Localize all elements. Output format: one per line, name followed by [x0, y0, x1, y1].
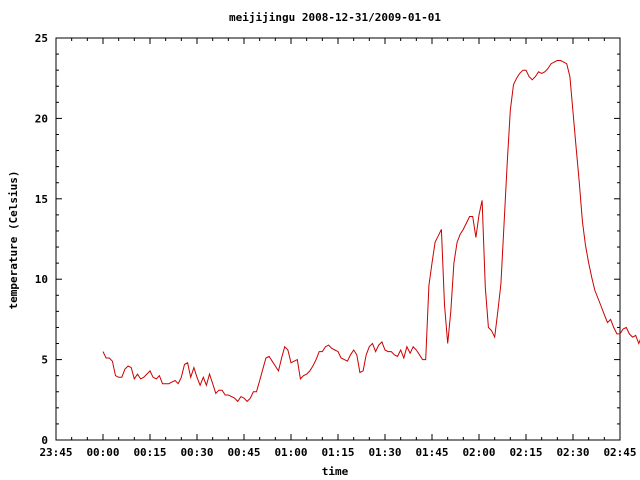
y-axis: 0 5 10 15 20 25: [35, 32, 620, 447]
x-tick-label: 01:45: [415, 446, 448, 459]
plot-frame: [55, 37, 621, 441]
y-tick-label: 10: [35, 273, 48, 286]
x-tick-label: 02:30: [556, 446, 589, 459]
x-tick-label: 01:00: [274, 446, 307, 459]
temperature-series-line: [102, 60, 640, 403]
x-tick-label: 00:30: [180, 446, 213, 459]
y-axis-label: temperature (Celsius): [7, 170, 20, 309]
x-tick-label: 00:00: [86, 446, 119, 459]
y-tick-label: 15: [35, 193, 48, 206]
x-axis-label: time: [322, 465, 349, 478]
y-tick-label: 5: [41, 354, 48, 367]
y-tick-label: 0: [41, 434, 48, 447]
x-tick-label: 02:15: [509, 446, 542, 459]
x-tick-label: 00:15: [133, 446, 166, 459]
x-tick-label: 02:00: [462, 446, 495, 459]
x-tick-label: 00:45: [227, 446, 260, 459]
x-tick-label: 01:15: [321, 446, 354, 459]
x-axis: 23:45 00:00 00:15 00:30 00:45 01:00 01:15 01:30…: [39, 38, 637, 459]
y-tick-label: 25: [35, 32, 48, 45]
chart-title: meijijingu 2008-12-31/2009-01-01: [229, 11, 441, 24]
x-tick-label: 23:45: [39, 446, 72, 459]
y-tick-label: 20: [35, 112, 48, 125]
x-tick-label: 01:30: [368, 446, 401, 459]
x-tick-label: 02:45: [603, 446, 636, 459]
